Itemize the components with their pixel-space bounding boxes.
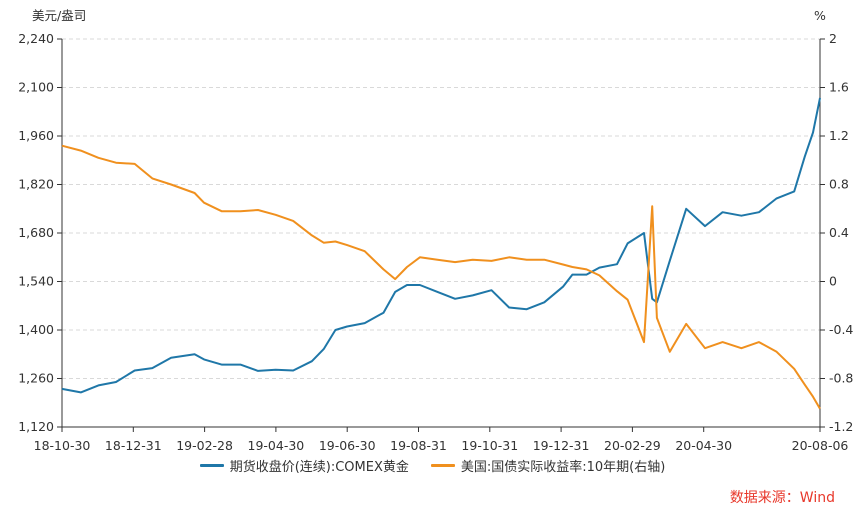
x-tick-label: 20-02-29 — [604, 438, 661, 453]
y-right-tick-label: 0.8 — [829, 177, 849, 192]
y-left-tick-label: 2,100 — [18, 80, 54, 95]
legend: 期货收盘价(连续):COMEX黄金 美国:国债实际收益率:10年期(右轴) — [0, 456, 865, 475]
y-right-tick-label: -0.4 — [829, 322, 853, 337]
y-left-tick-label: 1,960 — [18, 128, 54, 143]
source-note: 数据来源：Wind — [729, 490, 835, 506]
y-left-tick-label: 1,120 — [18, 419, 54, 434]
y-right-tick-label: -0.8 — [829, 371, 853, 386]
x-tick-label: 18-10-30 — [34, 438, 91, 453]
y-right-unit: % — [814, 8, 826, 23]
x-tick-label: 18-12-31 — [105, 438, 162, 453]
series-line-gold — [61, 97, 821, 394]
legend-swatch-gold — [199, 464, 224, 467]
x-tick-label: 20-08-06 — [792, 438, 849, 453]
legend-label-real-yield: 美国:国债实际收益率:10年期(右轴) — [460, 460, 666, 475]
legend-item-gold: 期货收盘价(连续):COMEX黄金 — [199, 456, 409, 475]
x-tick-label: 20-04-30 — [675, 438, 732, 453]
y-left-tick-label: 1,540 — [18, 274, 54, 289]
x-tick-label: 19-04-30 — [248, 438, 305, 453]
y-right-tick-label: 0.4 — [829, 225, 849, 240]
legend-swatch-real-yield — [430, 464, 455, 467]
y-right-tick-label: 2 — [829, 31, 837, 46]
x-tick-label: 19-08-31 — [390, 438, 447, 453]
legend-item-real-yield: 美国:国债实际收益率:10年期(右轴) — [430, 456, 666, 475]
y-left-tick-label: 1,260 — [18, 371, 54, 386]
y-left-tick-label: 2,240 — [18, 31, 54, 46]
y-left-unit: 美元/盎司 — [32, 8, 86, 23]
x-tick-label: 19-12-31 — [533, 438, 590, 453]
series-line-real-yield — [61, 144, 821, 410]
y-left-tick-label: 1,400 — [18, 322, 54, 337]
y-right-tick-label: -1.2 — [829, 419, 853, 434]
x-tick-label: 19-10-31 — [461, 438, 518, 453]
y-right-tick-label: 1.2 — [829, 128, 849, 143]
x-tick-label: 19-06-30 — [319, 438, 376, 453]
y-left-tick-label: 1,820 — [18, 177, 54, 192]
y-right-tick-label: 0 — [829, 274, 837, 289]
y-left-tick-label: 1,680 — [18, 225, 54, 240]
legend-label-gold: 期货收盘价(连续):COMEX黄金 — [229, 460, 409, 475]
y-right-tick-label: 1.6 — [829, 80, 849, 95]
x-tick-label: 19-02-28 — [176, 438, 233, 453]
